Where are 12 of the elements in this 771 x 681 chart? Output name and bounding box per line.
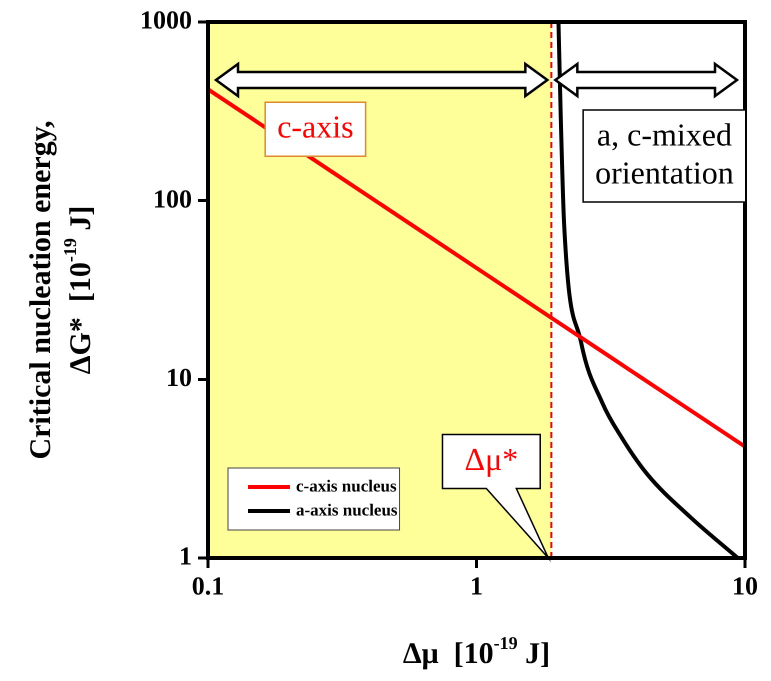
y-tick-label: 100	[153, 184, 192, 214]
legend-label: c-axis nucleus	[296, 476, 397, 496]
y-tick-label: 10	[166, 363, 192, 392]
x-tick-label: 1	[470, 571, 483, 600]
annotation: c-axis	[277, 108, 354, 145]
legend-label: a-axis nucleus	[296, 500, 398, 520]
y-tick-label: 1	[179, 542, 192, 571]
annotation: Δμ*	[464, 440, 518, 477]
x-tick-label: 10	[732, 571, 758, 600]
annotation: a, c-mixed orientation	[595, 116, 734, 190]
x-tick-label: 0.1	[192, 571, 224, 600]
y-tick-label: 1000	[140, 6, 192, 35]
